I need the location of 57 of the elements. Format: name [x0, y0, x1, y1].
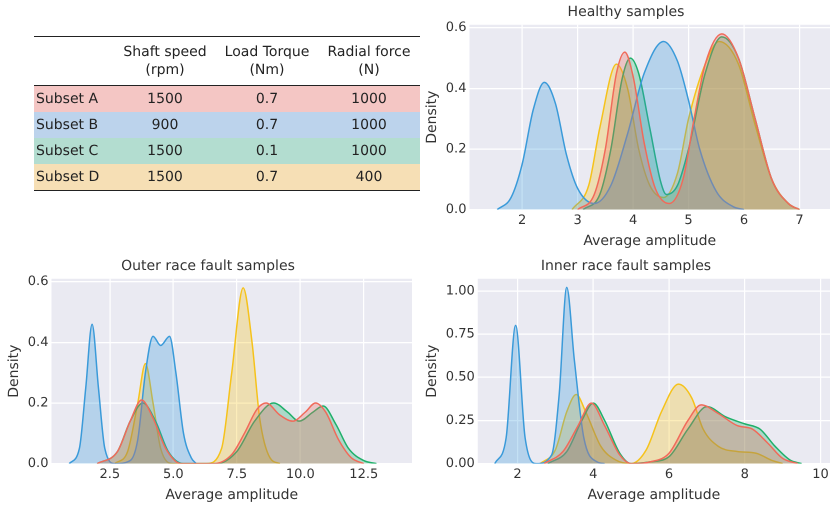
x-tick-label: 7.5 — [226, 466, 248, 482]
data-label: 0.7 — [216, 164, 318, 190]
x-tick-label: 10 — [812, 466, 829, 482]
x-axis-title: Average amplitude — [588, 487, 720, 504]
x-tick-label: 7 — [795, 212, 804, 228]
x-tick-label: 6 — [664, 466, 674, 482]
data-label: 1500 — [114, 164, 216, 190]
y-tick-label: 0.25 — [446, 412, 475, 428]
x-tick-label: 5.0 — [163, 466, 184, 482]
data-label: 1000 — [318, 138, 420, 164]
data-label: 0.7 — [216, 112, 318, 138]
x-tick-label: 8 — [740, 466, 749, 482]
y-tick-label: 0.6 — [446, 20, 466, 36]
data-label: 0.1 — [216, 138, 318, 164]
x-tick-label: 4 — [589, 466, 598, 482]
x-tick-label: 5 — [684, 212, 693, 228]
y-tick-label: 0.6 — [28, 274, 48, 290]
data-label: 900 — [114, 112, 216, 138]
x-tick-label: 2.5 — [100, 466, 120, 482]
chart-title: Inner race fault samples — [540, 258, 712, 274]
y-tick-label: 0.2 — [28, 395, 48, 410]
data-label: 1500 — [114, 86, 216, 112]
y-tick-label: 0.00 — [446, 456, 475, 471]
y-tick-label: 0.75 — [446, 326, 475, 342]
x-tick-label: 2 — [518, 212, 526, 228]
y-tick-label: 0.0 — [446, 202, 466, 217]
series-label: Load Torque (Nm) — [224, 43, 310, 80]
category-label: Subset D — [34, 164, 114, 190]
y-axis-title: Density — [424, 344, 440, 398]
data-label: 1000 — [318, 86, 420, 112]
data-label: 1000 — [318, 112, 420, 138]
chart-title: Healthy samples — [568, 4, 684, 20]
x-tick-label: 12.5 — [349, 466, 378, 482]
x-tick-label: 2 — [513, 466, 522, 482]
chart-title: Outer race fault samples — [121, 258, 295, 274]
y-axis-title: Density — [6, 344, 22, 398]
y-tick-label: 0.50 — [446, 370, 475, 385]
data-label: 400 — [318, 164, 420, 190]
y-tick-label: 0.0 — [28, 456, 48, 471]
category-label: Subset B — [34, 112, 114, 138]
x-tick-label: 3 — [573, 212, 582, 228]
y-tick-label: 1.00 — [446, 283, 475, 298]
series-label: Radial force (N) — [326, 43, 412, 80]
y-tick-label: 0.4 — [446, 80, 466, 96]
data-label: 0.7 — [216, 86, 318, 112]
category-label: Subset C — [34, 138, 114, 164]
series-label: Shaft speed (rpm) — [122, 43, 208, 80]
category-label: Subset A — [34, 86, 114, 112]
x-tick-label: 6 — [740, 212, 748, 228]
x-axis-title: Average amplitude — [165, 487, 298, 504]
y-axis-title: Density — [424, 90, 440, 144]
data-label: 1500 — [114, 138, 216, 164]
y-tick-label: 0.4 — [28, 334, 48, 350]
y-tick-label: 0.2 — [446, 141, 466, 156]
x-tick-label: 4 — [628, 212, 638, 228]
x-axis-title: Average amplitude — [583, 233, 716, 250]
x-tick-label: 10.0 — [286, 466, 315, 482]
